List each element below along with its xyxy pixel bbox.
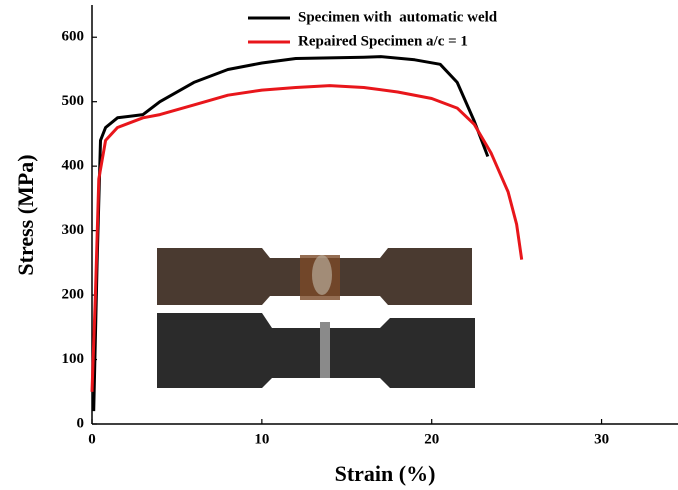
y-tick-label: 500	[62, 93, 85, 109]
y-tick-label: 0	[77, 415, 85, 431]
legend-label: Repaired Specimen a/c = 1	[298, 33, 468, 49]
legend-label: Specimen with automatic weld	[298, 9, 498, 25]
x-tick-label: 20	[424, 431, 439, 447]
y-tick-label: 100	[62, 351, 85, 367]
y-tick-label: 300	[62, 222, 85, 238]
x-tick-label: 10	[254, 431, 269, 447]
x-tick-label: 0	[88, 431, 96, 447]
series-line	[90, 84, 524, 392]
y-tick-label: 200	[62, 287, 85, 303]
y-tick-label: 600	[62, 29, 85, 45]
series-line	[92, 55, 490, 412]
x-axis-title: Strain (%)	[335, 461, 436, 486]
y-axis-title: Stress (MPa)	[13, 154, 38, 275]
y-tick-label: 400	[62, 158, 85, 174]
specimen-photos	[157, 248, 475, 388]
x-tick-label: 30	[594, 431, 609, 447]
